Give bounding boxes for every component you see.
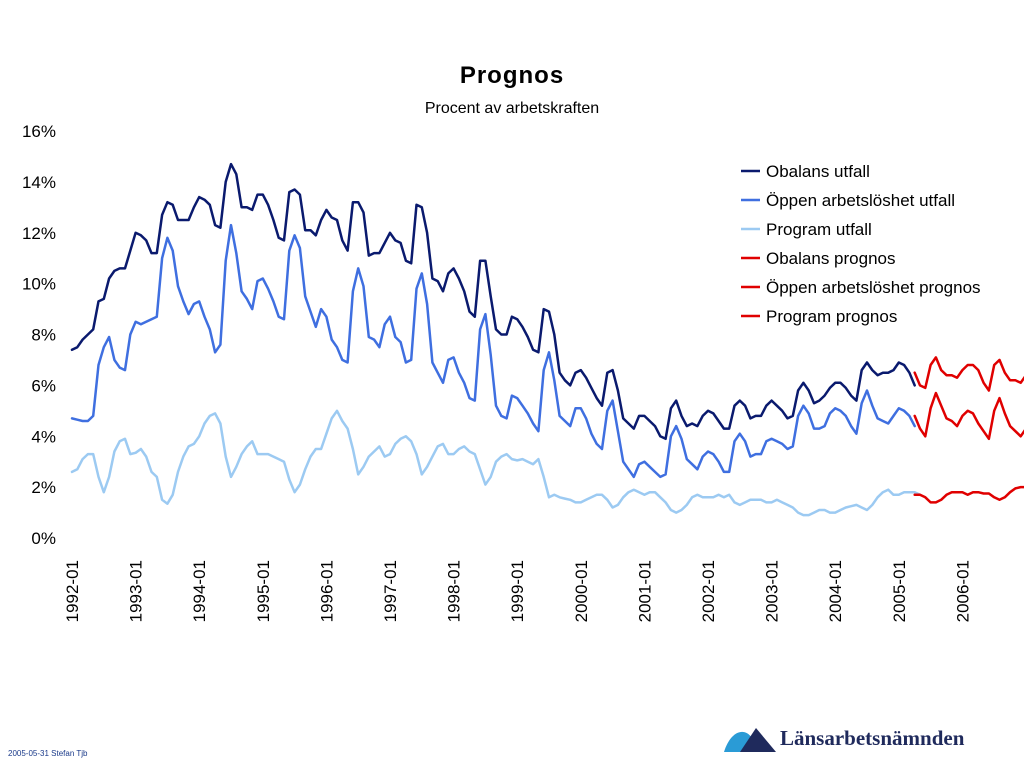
lansarbetsnamnden-logo: Länsarbetsnämnden (722, 722, 1012, 756)
x-tick-label: 2003-01 (763, 560, 782, 622)
x-tick-label: 2002-01 (699, 560, 718, 622)
chart-subtitle: Procent av arbetskraften (424, 100, 600, 117)
x-tick-label: 1999-01 (508, 560, 527, 622)
legend-label: Obalans prognos (766, 249, 895, 268)
series-line-program-utfall (70, 409, 922, 517)
series-line-program-prognos (913, 485, 1024, 504)
x-tick-label: 1993-01 (127, 560, 146, 622)
y-axis-ticks: 0% 2% 4% 6% 8% 10% 12% 14% 16% (22, 122, 56, 548)
chart-title: Prognos (459, 62, 565, 89)
x-tick-label: 1997-01 (381, 560, 400, 622)
logo-mark-icon (724, 728, 776, 752)
legend-label: Program utfall (766, 220, 872, 239)
legend-label: Program prognos (766, 307, 897, 326)
y-tick-label: 14% (22, 173, 56, 192)
legend-label: Öppen arbetslöshet utfall (766, 191, 955, 210)
logo-text: Länsarbetsnämnden (780, 726, 965, 750)
x-tick-label: 2001-01 (635, 560, 654, 622)
y-tick-label: 6% (31, 376, 56, 395)
x-tick-label: 2004-01 (826, 560, 845, 622)
series-line-obalans-prognos (913, 356, 1024, 392)
x-tick-label: 1995-01 (254, 560, 273, 622)
x-tick-label: 2000-01 (572, 560, 591, 622)
x-axis-ticks: 1992-01 1993-01 1994-01 1995-01 1996-01 1997-… (63, 560, 972, 622)
y-tick-label: 4% (31, 427, 56, 446)
y-tick-label: 10% (22, 275, 56, 294)
x-tick-label: 2005-01 (890, 560, 909, 622)
legend-label: Obalans utfall (766, 162, 870, 181)
y-tick-label: 8% (31, 326, 56, 345)
series-line-oppen-arbetsloshet-utfall (70, 223, 916, 479)
x-tick-label: 1998-01 (445, 560, 464, 622)
series-line-obalans-utfall (70, 162, 916, 441)
series-lines (70, 162, 1024, 517)
legend-label: Öppen arbetslöshet prognos (766, 278, 981, 297)
x-tick-label: 1994-01 (190, 560, 209, 622)
series-line-oppen-arbetsloshet-prognos (913, 391, 1024, 441)
footer-note: 2005-05-31 Stefan Tjb (8, 749, 88, 758)
x-tick-label: 1992-01 (63, 560, 82, 622)
legend: Obalans utfall Öppen arbetslöshet utfall P… (741, 162, 981, 326)
y-tick-label: 16% (22, 122, 56, 141)
x-tick-label: 1996-01 (317, 560, 336, 622)
y-tick-label: 0% (31, 529, 56, 548)
y-tick-label: 12% (22, 224, 56, 243)
x-tick-label: 2006-01 (953, 560, 972, 622)
y-tick-label: 2% (31, 478, 56, 497)
